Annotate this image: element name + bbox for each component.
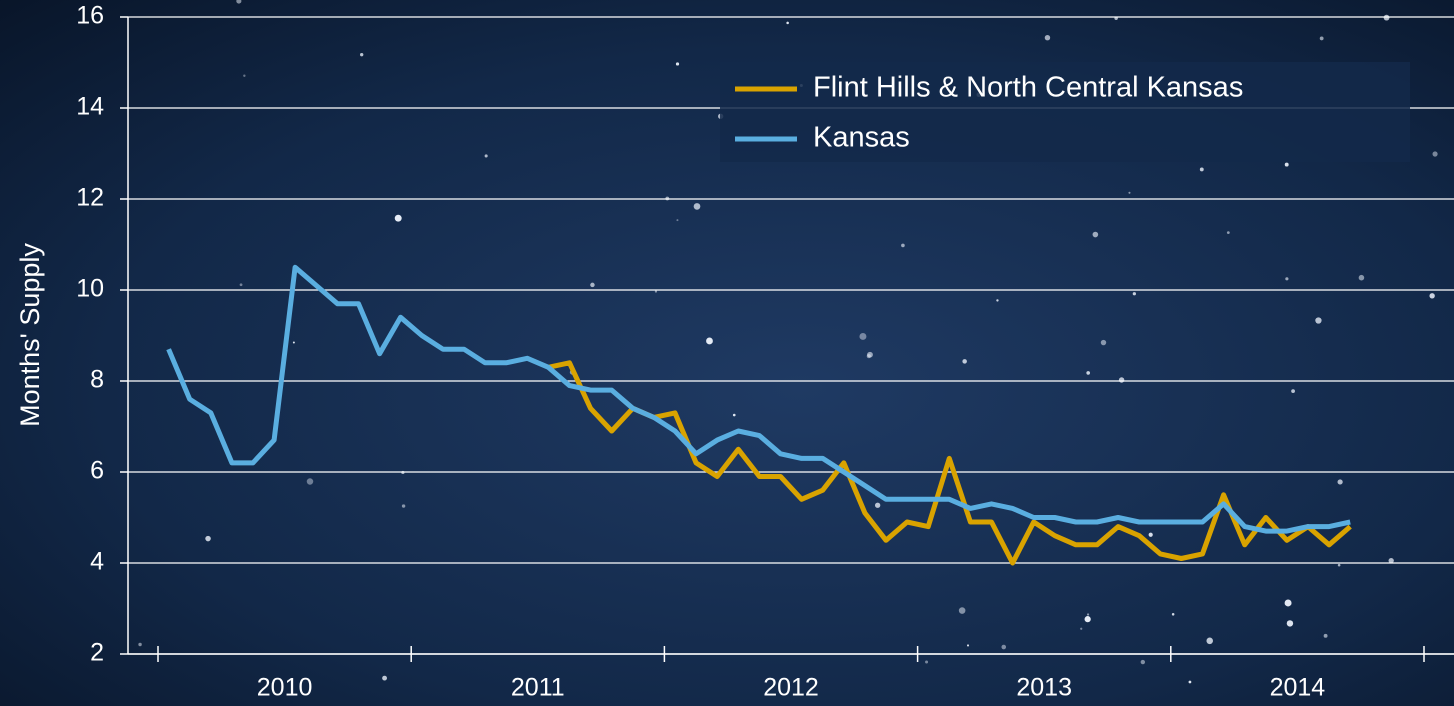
series-line xyxy=(547,360,1352,566)
star xyxy=(1432,151,1438,157)
y-axis-title: Months' Supply xyxy=(15,243,45,427)
y-tick-label: 10 xyxy=(76,275,104,303)
star xyxy=(401,504,406,508)
x-tick-label: 2012 xyxy=(763,674,819,702)
star xyxy=(1226,231,1230,234)
star xyxy=(958,607,966,614)
series-line xyxy=(166,264,1351,534)
star xyxy=(239,283,243,287)
star xyxy=(966,644,970,647)
star xyxy=(1315,317,1322,324)
y-tick-label: 8 xyxy=(90,366,104,394)
star xyxy=(732,413,736,417)
star xyxy=(1388,558,1394,564)
star xyxy=(1358,274,1365,281)
axes: 2 4 6 8 10 12 14 16 2010 2011 2012 2013 2014 xyxy=(76,2,1454,702)
x-tick-label: 2011 xyxy=(511,674,565,702)
star xyxy=(1128,191,1131,194)
star xyxy=(590,282,595,288)
star xyxy=(1319,36,1324,41)
star xyxy=(360,52,364,57)
star xyxy=(1086,371,1091,375)
star xyxy=(292,341,295,344)
star xyxy=(205,535,211,542)
star xyxy=(394,214,402,222)
legend-box xyxy=(720,62,1410,162)
star xyxy=(1284,162,1289,167)
star xyxy=(874,502,881,508)
star xyxy=(675,62,680,66)
legend-label: Flint Hills & North Central Kansas xyxy=(813,72,1243,104)
star xyxy=(1140,659,1146,665)
star xyxy=(901,243,905,248)
star xyxy=(1092,231,1099,238)
y-tick-label: 4 xyxy=(90,548,104,576)
stars xyxy=(138,0,1438,684)
star xyxy=(382,675,387,681)
y-tick-label: 12 xyxy=(76,184,104,212)
y-tick-label: 14 xyxy=(76,93,104,121)
star xyxy=(1337,479,1343,485)
star xyxy=(654,290,658,293)
star xyxy=(996,299,999,302)
star xyxy=(693,203,701,210)
x-tick-label: 2010 xyxy=(257,674,313,702)
y-tick-label: 2 xyxy=(90,639,104,667)
legend: Flint Hills & North Central Kansas Kansas xyxy=(720,62,1410,162)
star xyxy=(484,154,488,158)
star xyxy=(1044,35,1051,41)
star xyxy=(962,359,967,364)
star xyxy=(1285,277,1289,281)
star xyxy=(867,351,873,358)
star xyxy=(925,660,929,664)
star xyxy=(676,219,679,222)
y-tick-label: 6 xyxy=(90,457,104,485)
star xyxy=(1148,532,1153,537)
star xyxy=(1080,627,1083,630)
star xyxy=(1171,613,1175,616)
star xyxy=(1284,599,1292,607)
star xyxy=(306,478,314,485)
x-tick-label: 2014 xyxy=(1270,674,1326,702)
star xyxy=(243,74,246,77)
star xyxy=(1206,637,1214,645)
legend-label: Kansas xyxy=(813,122,910,154)
y-tick-label: 16 xyxy=(76,2,104,30)
star xyxy=(1084,616,1091,623)
star xyxy=(138,642,142,647)
x-tick-label: 2013 xyxy=(1016,674,1072,702)
star xyxy=(1429,293,1435,299)
star xyxy=(1323,633,1328,638)
star xyxy=(1100,339,1107,346)
star xyxy=(1188,680,1192,684)
star xyxy=(1001,644,1007,650)
plot xyxy=(166,264,1352,566)
star xyxy=(1337,563,1341,567)
star xyxy=(1286,620,1294,627)
star xyxy=(786,21,789,25)
star xyxy=(706,337,713,345)
star xyxy=(1199,167,1204,172)
star xyxy=(1118,377,1125,383)
star xyxy=(859,332,867,340)
star xyxy=(1291,389,1295,394)
star xyxy=(1086,613,1090,616)
star xyxy=(1132,292,1136,296)
star xyxy=(236,0,242,4)
